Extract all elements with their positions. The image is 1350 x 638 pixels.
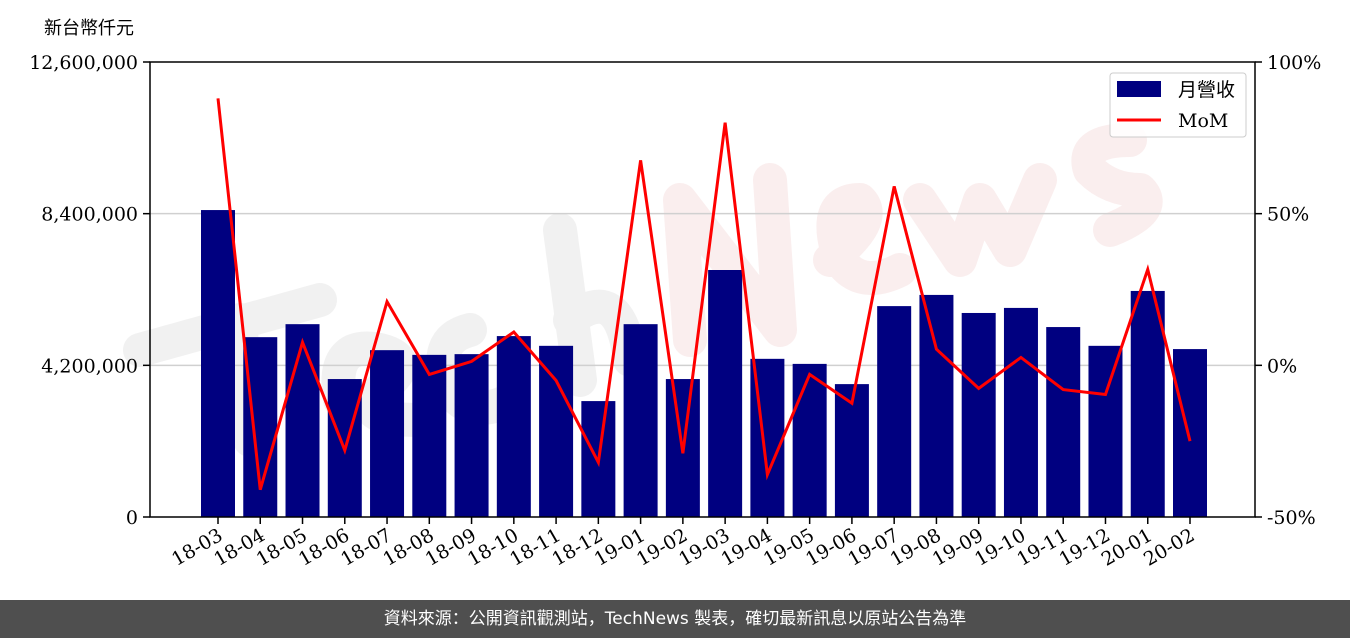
y-unit-label: 新台幣仟元: [44, 18, 134, 39]
revenue-bar: [539, 345, 574, 517]
legend-bar-swatch: [1117, 81, 1161, 97]
legend: 月營收 MoM: [1109, 72, 1247, 138]
revenue-bar: [454, 354, 489, 517]
revenue-bar: [201, 210, 235, 518]
revenue-bar: [1046, 327, 1081, 517]
plot-frame: [149, 61, 1256, 518]
revenue-bar: [1088, 345, 1123, 517]
revenue-bar: [243, 337, 278, 517]
revenue-bar: [285, 324, 320, 517]
right-tick-label: 100%: [1267, 52, 1321, 74]
left-tick-label: 0: [126, 507, 138, 529]
revenue-bar: [834, 384, 869, 517]
left-tick-label: 12,600,000: [29, 52, 138, 74]
revenue-bar: [708, 270, 743, 517]
revenue-bar: [1173, 349, 1207, 517]
revenue-bar: [877, 306, 912, 517]
right-tick-label: -50%: [1267, 507, 1316, 529]
revenue-bar: [961, 312, 996, 517]
legend-label-mom: MoM: [1178, 110, 1228, 132]
revenue-bar: [1003, 307, 1038, 517]
revenue-bar: [919, 294, 954, 517]
left-tick-label: 4,200,000: [41, 355, 138, 377]
revenue-bar: [370, 350, 405, 517]
revenue-bar: [412, 354, 447, 517]
revenue-chart: 新台幣仟元 0 4,200,000 8,400,000 12,600,000 -50% 0…: [29, 18, 1321, 571]
revenue-bar: [1130, 290, 1165, 517]
source-footer: 資料來源：公開資訊觀測站，TechNews 製表，確切最新訊息以原站公告為準: [0, 600, 1350, 638]
right-tick-label: 50%: [1267, 204, 1309, 226]
left-tick-label: 8,400,000: [41, 204, 138, 226]
revenue-bar: [496, 336, 531, 517]
mom-line: [216, 98, 1192, 491]
legend-label-revenue: 月營收: [1178, 79, 1235, 101]
revenue-bar: [623, 324, 658, 517]
right-tick-label: 0%: [1267, 355, 1297, 377]
watermark-logo: [123, 123, 1163, 457]
revenue-bar: [792, 363, 827, 517]
